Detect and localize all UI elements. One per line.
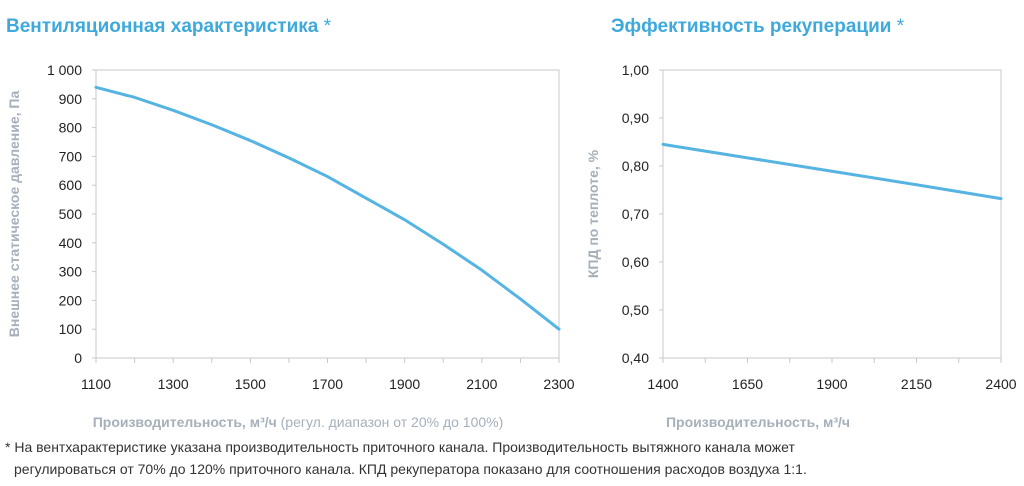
vent-x-tick-label: 2300 [543,376,574,392]
vent-y-tick-label: 0 [74,350,82,366]
eff-y-tick-label: 0,50 [622,302,649,318]
footnote-line-2: регулироваться от 70% до 120% приточного… [14,461,807,477]
vent-x-tick-label: 1300 [158,376,189,392]
vent-series-line [94,85,561,331]
vent-x-axis-label-note: (регул. диапазон от 20% до 100%) [277,414,504,430]
recuperation-chart-title-text: Эффективность рекуперации [611,16,892,37]
eff-y-tick-label: 0,80 [622,158,649,174]
eff-x-tick-label: 1900 [816,376,847,392]
vent-x-tick-label: 1900 [389,376,420,392]
vent-y-tick-label: 500 [59,206,83,222]
vent-y-tick-label: 200 [59,292,83,308]
recuperation-chart-title: Эффективность рекуперации * [611,16,904,38]
vent-y-tick-label: 800 [59,120,83,136]
vent-x-axis-label: Производительность, м³/ч (регул. диапазо… [93,414,504,430]
eff-y-tick-label: 0,70 [622,206,649,222]
eff-y-tick-label: 1,00 [622,62,649,78]
eff-y-tick-label: 0,60 [622,254,649,270]
vent-x-tick-label: 1500 [235,376,266,392]
eff-y-tick-label: 0,90 [622,110,649,126]
vent-y-tick-label: 100 [59,321,83,337]
vent-y-tick-label: 1 000 [47,62,82,78]
footnote-line-1: * На вентхарактеристике указана производ… [5,439,795,455]
vent-x-tick-label: 1700 [312,376,343,392]
vent-y-tick-label: 600 [59,177,83,193]
vent-y-tick-label: 300 [59,264,83,280]
vent-plot-frame [95,69,560,359]
eff-y-tick-label: 0,40 [622,350,649,366]
eff-x-tick-label: 2400 [985,376,1016,392]
ventilation-chart-title-star: * [318,16,332,37]
vent-y-axis-label: Внешнее статическое давление, Па [6,91,22,338]
ventilation-chart-title-text: Вентиляционная характеристика [6,16,319,37]
vent-y-tick-label: 900 [59,91,83,107]
vent-x-tick-label: 2100 [466,376,497,392]
eff-x-tick-label: 1400 [647,376,678,392]
ventilation-chart-title: Вентиляционная характеристика * [6,16,331,38]
eff-x-tick-label: 2150 [901,376,932,392]
eff-y-axis-label: КПД по теплоте, % [585,149,601,278]
vent-y-tick-label: 400 [59,235,83,251]
recuperation-chart-title-star: * [891,16,905,37]
eff-x-tick-label: 1650 [732,376,763,392]
vent-x-tick-label: 1100 [81,376,111,392]
eff-plot-frame [662,69,1002,359]
vent-y-tick-label: 700 [59,148,83,164]
eff-x-axis-label: Производительность, м³/ч [666,414,850,430]
footnote: * На вентхарактеристике указана производ… [5,436,1015,480]
eff-series-line [661,142,1003,201]
